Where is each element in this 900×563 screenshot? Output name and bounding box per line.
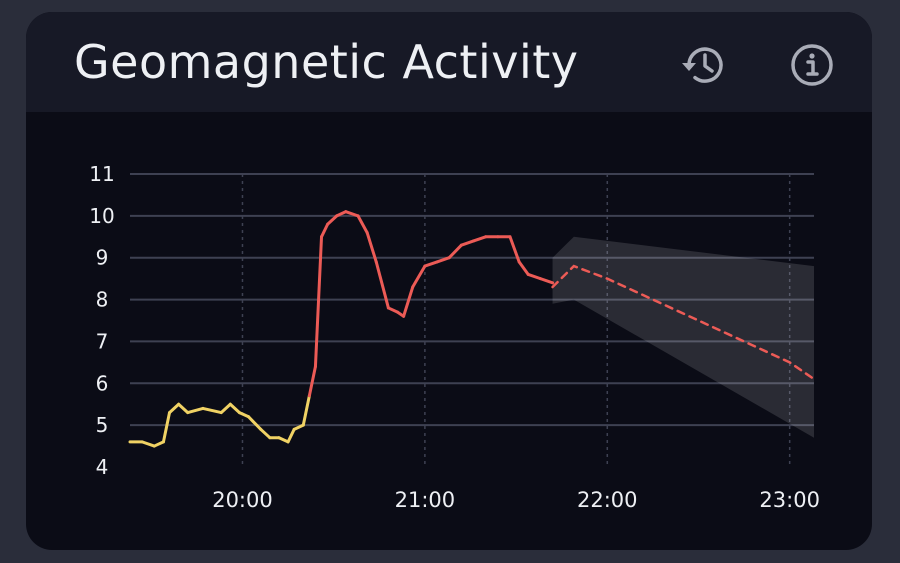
- observed-segment: [374, 260, 390, 310]
- x-tick-label: 22:00: [577, 488, 638, 512]
- observed-segment: [277, 436, 290, 444]
- y-gridlines: [130, 173, 814, 427]
- observed-segment: [313, 235, 324, 369]
- observed-segment: [286, 427, 296, 444]
- observed-segment: [538, 277, 555, 285]
- y-tick-label: 10: [89, 204, 114, 228]
- observed-segment: [237, 411, 251, 419]
- x-tick-label: 23:00: [759, 488, 820, 512]
- observed-segment: [447, 243, 463, 260]
- widget-header: Geomagnetic Activity: [26, 12, 872, 112]
- observed-segment: [320, 222, 330, 239]
- observed-segment: [168, 402, 181, 415]
- forecast-line: [551, 264, 816, 381]
- y-tick-label: 9: [96, 246, 109, 270]
- observed-segment: [177, 402, 190, 415]
- observed-segment: [161, 411, 172, 444]
- observed-segment: [356, 214, 369, 235]
- y-tick-label: 6: [96, 371, 109, 395]
- history-icon: [682, 47, 723, 83]
- history-button[interactable]: [678, 40, 728, 90]
- observed-segment: [472, 235, 488, 243]
- activity-chart: 4 5 6 7 8 9 10 11 20:00 21:00 22:00 23:00: [89, 162, 820, 512]
- observed-segment: [344, 210, 360, 218]
- observed-segment: [301, 394, 311, 427]
- info-icon: [791, 44, 833, 86]
- observed-segment: [152, 440, 165, 448]
- info-button[interactable]: [787, 40, 837, 90]
- observed-segment: [292, 423, 305, 431]
- observed-segment: [508, 235, 521, 264]
- forecast-band-area: [552, 236, 814, 438]
- observed-segment: [435, 256, 451, 264]
- observed-segment: [307, 365, 317, 398]
- observed-segment: [517, 260, 530, 276]
- observed-segment: [526, 272, 542, 281]
- observed-segment: [259, 427, 272, 440]
- x-axis-ticks: 20:00 21:00 22:00 23:00: [212, 488, 820, 512]
- y-tick-label: 4: [96, 455, 109, 479]
- observed-segment: [386, 306, 400, 314]
- observed-segment: [423, 260, 439, 268]
- observed-segment: [186, 406, 205, 415]
- x-tick-label: 20:00: [212, 488, 273, 512]
- observed-segment: [402, 285, 415, 318]
- series-lines: [128, 210, 816, 448]
- observed-segment: [411, 264, 427, 289]
- observed-segment: [228, 402, 241, 415]
- y-tick-label: 8: [96, 288, 109, 312]
- observed-segment: [201, 406, 223, 415]
- observed-segment: [140, 440, 156, 448]
- observed-segment: [365, 231, 378, 264]
- geomagnetic-activity-widget: Geomagnetic Activity 4 5 6 7 8 9 10 11 20:00 21:…: [26, 12, 872, 550]
- forecast-band: [552, 236, 814, 438]
- observed-segment: [459, 239, 476, 247]
- x-tick-label: 21:00: [395, 488, 456, 512]
- observed-segment: [335, 210, 348, 218]
- observed-segment: [326, 214, 339, 226]
- y-axis-ticks: 4 5 6 7 8 9 10 11: [89, 162, 114, 479]
- widget-title: Geomagnetic Activity: [74, 35, 579, 89]
- y-tick-label: 11: [89, 162, 114, 186]
- observed-segment: [247, 415, 263, 431]
- y-tick-label: 7: [96, 329, 109, 353]
- y-tick-label: 5: [96, 413, 109, 437]
- observed-segment: [219, 402, 232, 415]
